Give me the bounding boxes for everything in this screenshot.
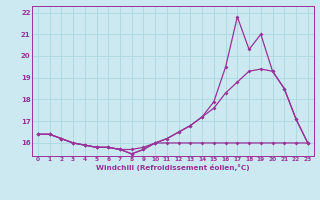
X-axis label: Windchill (Refroidissement éolien,°C): Windchill (Refroidissement éolien,°C) (96, 164, 250, 171)
